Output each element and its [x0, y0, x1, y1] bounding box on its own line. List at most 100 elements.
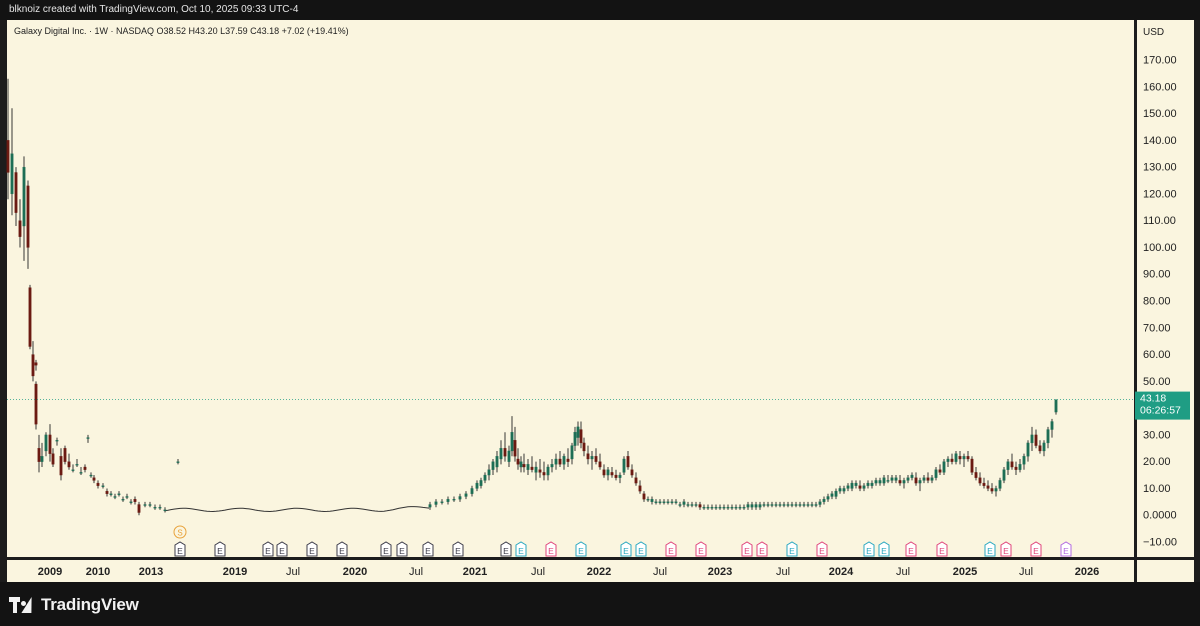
event-markers[interactable]: SE E E E E E E E E E E E E E E E E E E E E E E E E E E E E E — [173, 525, 1072, 557]
candle — [586, 445, 590, 465]
earnings-event-icon[interactable]: E — [422, 541, 434, 557]
split-event-icon[interactable]: S — [173, 525, 187, 539]
candle — [602, 464, 606, 478]
price-chart[interactable]: USD Galaxy Digital Inc. · 1W · NASDAQ O3… — [0, 20, 1200, 582]
candle — [918, 477, 922, 492]
candle — [874, 477, 878, 486]
earnings-event-icon[interactable]: E — [635, 541, 647, 557]
svg-text:E: E — [217, 546, 223, 556]
earnings-event-icon[interactable]: E — [816, 541, 828, 557]
candle — [428, 501, 432, 510]
earnings-event-icon[interactable]: E — [665, 541, 677, 557]
candle — [79, 467, 83, 476]
candle — [866, 480, 870, 489]
earnings-event-icon[interactable]: E — [695, 541, 707, 557]
candle — [89, 472, 93, 478]
svg-text:E: E — [265, 546, 271, 556]
candle — [51, 448, 55, 468]
price-axis[interactable] — [1137, 20, 1194, 557]
candle — [71, 464, 75, 473]
earnings-event-icon[interactable]: E — [878, 541, 890, 557]
candle — [558, 450, 562, 468]
x-tick-label: 2023 — [708, 566, 732, 578]
candle — [113, 493, 117, 500]
svg-text:E: E — [455, 546, 461, 556]
svg-text:E: E — [866, 546, 872, 556]
candle — [1014, 461, 1018, 476]
svg-text:E: E — [177, 546, 183, 556]
svg-text:E: E — [638, 546, 644, 556]
candle — [818, 499, 822, 508]
candle — [1034, 429, 1038, 449]
candle — [706, 504, 710, 510]
earnings-event-icon[interactable]: E — [905, 541, 917, 557]
earnings-event-icon[interactable]: E — [786, 541, 798, 557]
svg-text:S: S — [177, 529, 182, 538]
candle — [570, 442, 574, 465]
candle — [670, 499, 674, 505]
earnings-event-icon[interactable]: E — [452, 541, 464, 557]
earnings-event-icon[interactable]: E — [984, 541, 996, 557]
svg-text:E: E — [698, 546, 704, 556]
earnings-event-icon[interactable]: E — [863, 541, 875, 557]
candle — [914, 472, 918, 486]
candle — [464, 491, 468, 500]
candle — [446, 496, 450, 505]
earnings-event-icon[interactable]: E — [336, 541, 348, 557]
candle — [702, 504, 706, 510]
candle — [526, 458, 530, 476]
earnings-event-icon[interactable]: E — [1000, 541, 1012, 557]
candle — [842, 485, 846, 494]
candle — [554, 453, 558, 470]
candle — [483, 472, 487, 484]
earnings-event-icon[interactable]: E — [620, 541, 632, 557]
earnings-event-icon[interactable]: E — [380, 541, 392, 557]
last-price-value: 43.18 — [1140, 393, 1166, 405]
candle — [714, 504, 718, 510]
candle — [470, 485, 474, 497]
candle — [148, 501, 152, 508]
earnings-event-icon[interactable]: E — [214, 541, 226, 557]
candle — [1018, 458, 1022, 473]
earnings-event-icon[interactable]: E — [276, 541, 288, 557]
candle — [990, 483, 994, 494]
earnings-event-icon[interactable]: E — [1030, 541, 1042, 557]
y-tick-label: 80.00 — [1143, 296, 1171, 308]
candle — [994, 485, 998, 497]
candle — [34, 359, 38, 371]
candle — [28, 284, 32, 350]
candle — [746, 501, 750, 510]
earnings-event-icon[interactable]: E — [262, 541, 274, 557]
candle — [550, 458, 554, 473]
candle — [966, 450, 970, 462]
candle — [137, 501, 141, 516]
candle — [902, 477, 906, 489]
candle — [487, 464, 491, 481]
candle — [1042, 440, 1046, 457]
earnings-event-icon[interactable]: E — [1060, 541, 1072, 557]
y-tick-label: 100.00 — [1143, 242, 1177, 254]
earnings-event-icon[interactable]: E — [500, 541, 512, 557]
bar-countdown: 06:26:57 — [1140, 405, 1181, 417]
earnings-event-icon[interactable]: E — [174, 541, 186, 557]
earnings-event-icon[interactable]: E — [756, 541, 768, 557]
earnings-event-icon[interactable]: E — [936, 541, 948, 557]
earnings-event-icon[interactable]: E — [545, 541, 557, 557]
earnings-event-icon[interactable]: E — [515, 541, 527, 557]
candle — [950, 453, 954, 465]
x-axis-ticks: 2009 2010 2013 2019 Jul 2020 Jul 2021 Jul 2022 Jul… — [38, 566, 1099, 578]
candle — [934, 467, 938, 481]
y-tick-label: 30.00 — [1143, 429, 1171, 441]
y-tick-label: 90.00 — [1143, 269, 1171, 281]
candle — [86, 434, 90, 443]
earnings-event-icon[interactable]: E — [306, 541, 318, 557]
candle — [782, 501, 786, 508]
candle — [610, 467, 614, 478]
x-tick-label: Jul — [531, 566, 545, 578]
earnings-event-icon[interactable]: E — [396, 541, 408, 557]
time-axis[interactable] — [7, 560, 1134, 582]
earnings-event-icon[interactable]: E — [741, 541, 753, 557]
candle — [650, 496, 654, 505]
plot-area[interactable] — [7, 20, 1134, 557]
earnings-event-icon[interactable]: E — [575, 541, 587, 557]
